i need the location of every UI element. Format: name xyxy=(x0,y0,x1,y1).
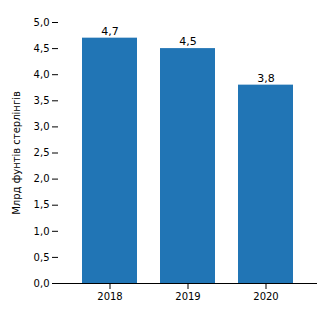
svg-text:1,5: 1,5 xyxy=(34,199,50,210)
svg-text:2020: 2020 xyxy=(253,291,278,302)
svg-text:Млрд фунтів стерлінгів: Млрд фунтів стерлінгів xyxy=(11,91,22,215)
svg-text:2,0: 2,0 xyxy=(34,173,50,184)
svg-text:5,0: 5,0 xyxy=(34,17,50,28)
svg-text:3,5: 3,5 xyxy=(34,95,50,106)
svg-text:4,7: 4,7 xyxy=(101,25,119,38)
svg-text:3,8: 3,8 xyxy=(257,72,275,85)
svg-text:1,0: 1,0 xyxy=(34,226,50,237)
svg-text:3,0: 3,0 xyxy=(34,121,50,132)
svg-text:0,5: 0,5 xyxy=(34,252,50,263)
svg-text:4,5: 4,5 xyxy=(179,35,197,48)
svg-text:4,0: 4,0 xyxy=(34,69,50,80)
svg-text:2018: 2018 xyxy=(97,291,122,302)
svg-text:2,5: 2,5 xyxy=(34,147,50,158)
svg-text:4,5: 4,5 xyxy=(34,43,50,54)
svg-text:0,0: 0,0 xyxy=(34,278,50,289)
svg-text:2019: 2019 xyxy=(175,291,200,302)
